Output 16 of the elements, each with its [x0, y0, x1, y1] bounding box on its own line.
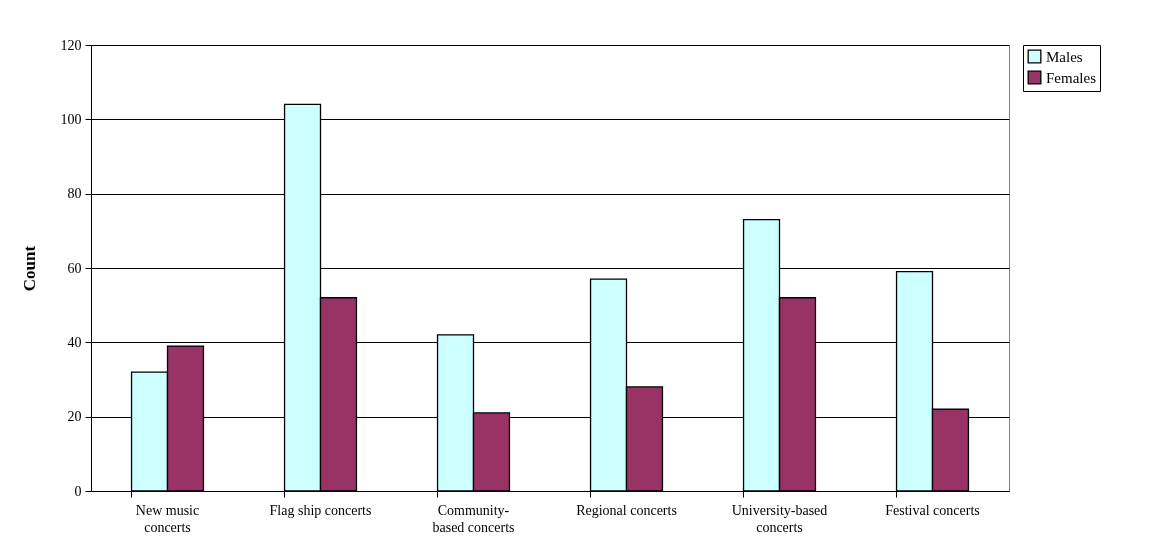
- y-tick-label: 120: [60, 37, 82, 53]
- x-tick-label: Festival concerts: [885, 502, 980, 518]
- legend-label: Males: [1046, 48, 1083, 65]
- y-tick-label: 80: [67, 186, 82, 202]
- legend-label: Females: [1046, 69, 1097, 86]
- x-tick-label: Regional concerts: [576, 502, 677, 518]
- y-tick-label: 60: [67, 260, 82, 276]
- x-tick-label: University-based concerts: [731, 502, 828, 535]
- y-tick-label: 40: [67, 334, 82, 350]
- y-tick-label: 100: [60, 111, 82, 127]
- y-tick-label: 20: [67, 409, 82, 425]
- y-axis-title: Count: [19, 245, 39, 292]
- x-tick-label: Flag ship concerts: [269, 502, 372, 518]
- x-tick-label: Community- based concerts: [432, 502, 515, 535]
- y-tick-label: 0: [74, 483, 82, 499]
- x-tick-label: New music concerts: [135, 502, 200, 535]
